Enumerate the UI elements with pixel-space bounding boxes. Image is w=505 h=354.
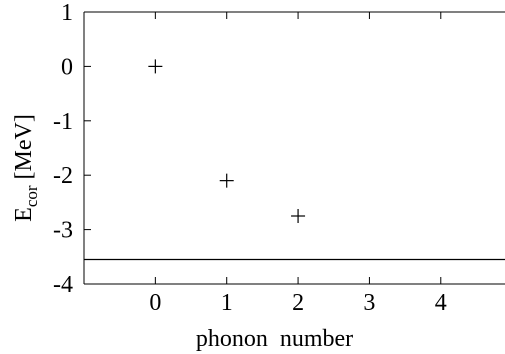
x-tick-label: 1 [221,290,233,316]
y-tick-label: -4 [53,272,73,298]
y-axis-label: Ecor [MeV] [11,114,41,222]
data-point [291,209,306,223]
y-axis-label-unit: [MeV] [11,114,37,185]
y-tick-label: 0 [61,54,73,80]
y-axis-label-sub: cor [22,185,41,207]
y-tick-label: -3 [53,218,73,244]
y-tick-label: -1 [53,109,73,135]
x-axis-label: phonon number [196,326,353,352]
x-tick-label: 3 [363,290,375,316]
x-tick-label: 4 [435,290,447,316]
data-point [148,59,163,74]
y-tick-label: -2 [53,163,73,189]
plot-area: 0 1 2 3 4 1 0 -1 -2 -3 -4 phonon number Ecor [MeV] [11,0,505,352]
x-tick-label: 2 [292,290,304,316]
y-axis-label-main: E [11,207,37,222]
x-tick-label: 0 [149,290,161,316]
y-tick-label: 1 [61,0,73,26]
data-point [219,173,234,188]
